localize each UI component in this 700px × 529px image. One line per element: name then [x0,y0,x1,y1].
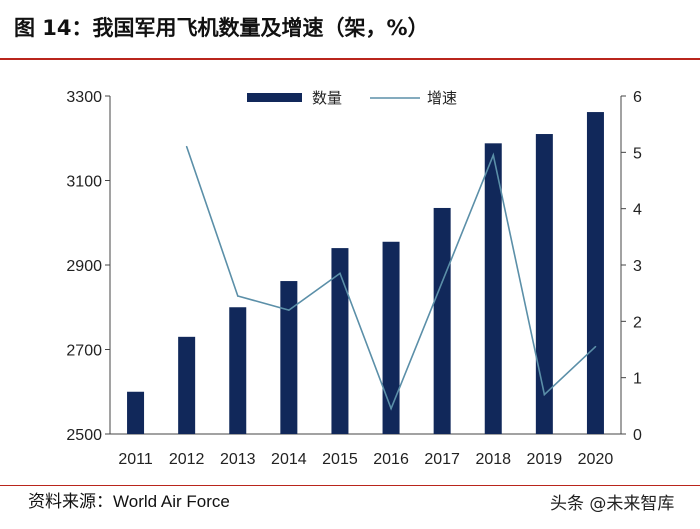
right-axis-tick-label: 5 [633,145,642,162]
bar [331,248,349,434]
left-axis-tick-label: 3300 [66,89,102,106]
bar [280,281,298,434]
x-axis-tick-label: 2014 [271,451,307,468]
right-axis-tick-label: 0 [633,427,642,444]
legend: 数量 增速 [247,89,457,107]
source-note: 资料来源：World Air Force [28,492,230,511]
bar [127,391,145,434]
chart-axes [105,95,626,435]
legend-label-line: 增速 [427,89,457,107]
growth-point [185,145,188,148]
bar [535,134,553,434]
chart-title: 图 14：我国军用飞机数量及增速（架，%） [14,16,429,40]
growth-point [594,345,597,348]
line-series [185,145,597,411]
legend-swatch-bar [247,93,302,102]
x-axis-tick-label: 2011 [118,451,153,468]
x-axis-tick-label: 2019 [527,451,563,468]
right-axis-tick-label: 4 [633,202,642,219]
growth-point [441,281,443,283]
tick-labels: 2500 2700 2900 3100 3300 0 1 2 3 4 5 6 2011 2012 2013 2… [66,89,642,468]
growth-point [339,272,341,275]
legend-label-bar: 数量 [312,89,342,107]
bar [484,143,502,434]
bar [229,307,247,434]
growth-point [288,309,290,311]
bar [382,241,400,434]
growth-point [236,295,239,297]
bar [178,336,196,434]
source-divider [0,485,700,486]
growth-point [390,407,392,410]
x-axis-tick-label: 2018 [475,451,511,468]
right-axis-tick-label: 3 [633,258,642,275]
watermark: 头条 @未来智库 [550,494,675,514]
left-axis-tick-label: 3100 [66,174,102,191]
chart: 2500 2700 2900 3100 3300 0 1 2 3 4 5 6 2011 2012 2013 2… [66,89,642,468]
growth-point [543,393,546,396]
x-axis-tick-label: 2015 [322,451,358,468]
growth-point [492,154,495,156]
x-axis-tick-label: 2012 [169,451,205,468]
x-axis-tick-label: 2020 [578,451,614,468]
bar [433,207,451,434]
right-axis-tick-label: 1 [633,371,642,388]
left-axis-tick-label: 2700 [66,343,102,360]
bar [586,112,604,435]
left-axis-tick-label: 2900 [66,258,102,275]
left-axis-tick-label: 2500 [66,427,102,444]
bar-series [127,112,604,435]
right-axis-tick-label: 6 [633,89,642,106]
right-axis-tick-label: 2 [633,314,642,331]
x-axis-tick-label: 2013 [220,451,256,468]
x-axis-tick-label: 2017 [424,451,460,468]
x-axis-tick-label: 2016 [373,451,409,468]
title-divider [0,58,700,60]
